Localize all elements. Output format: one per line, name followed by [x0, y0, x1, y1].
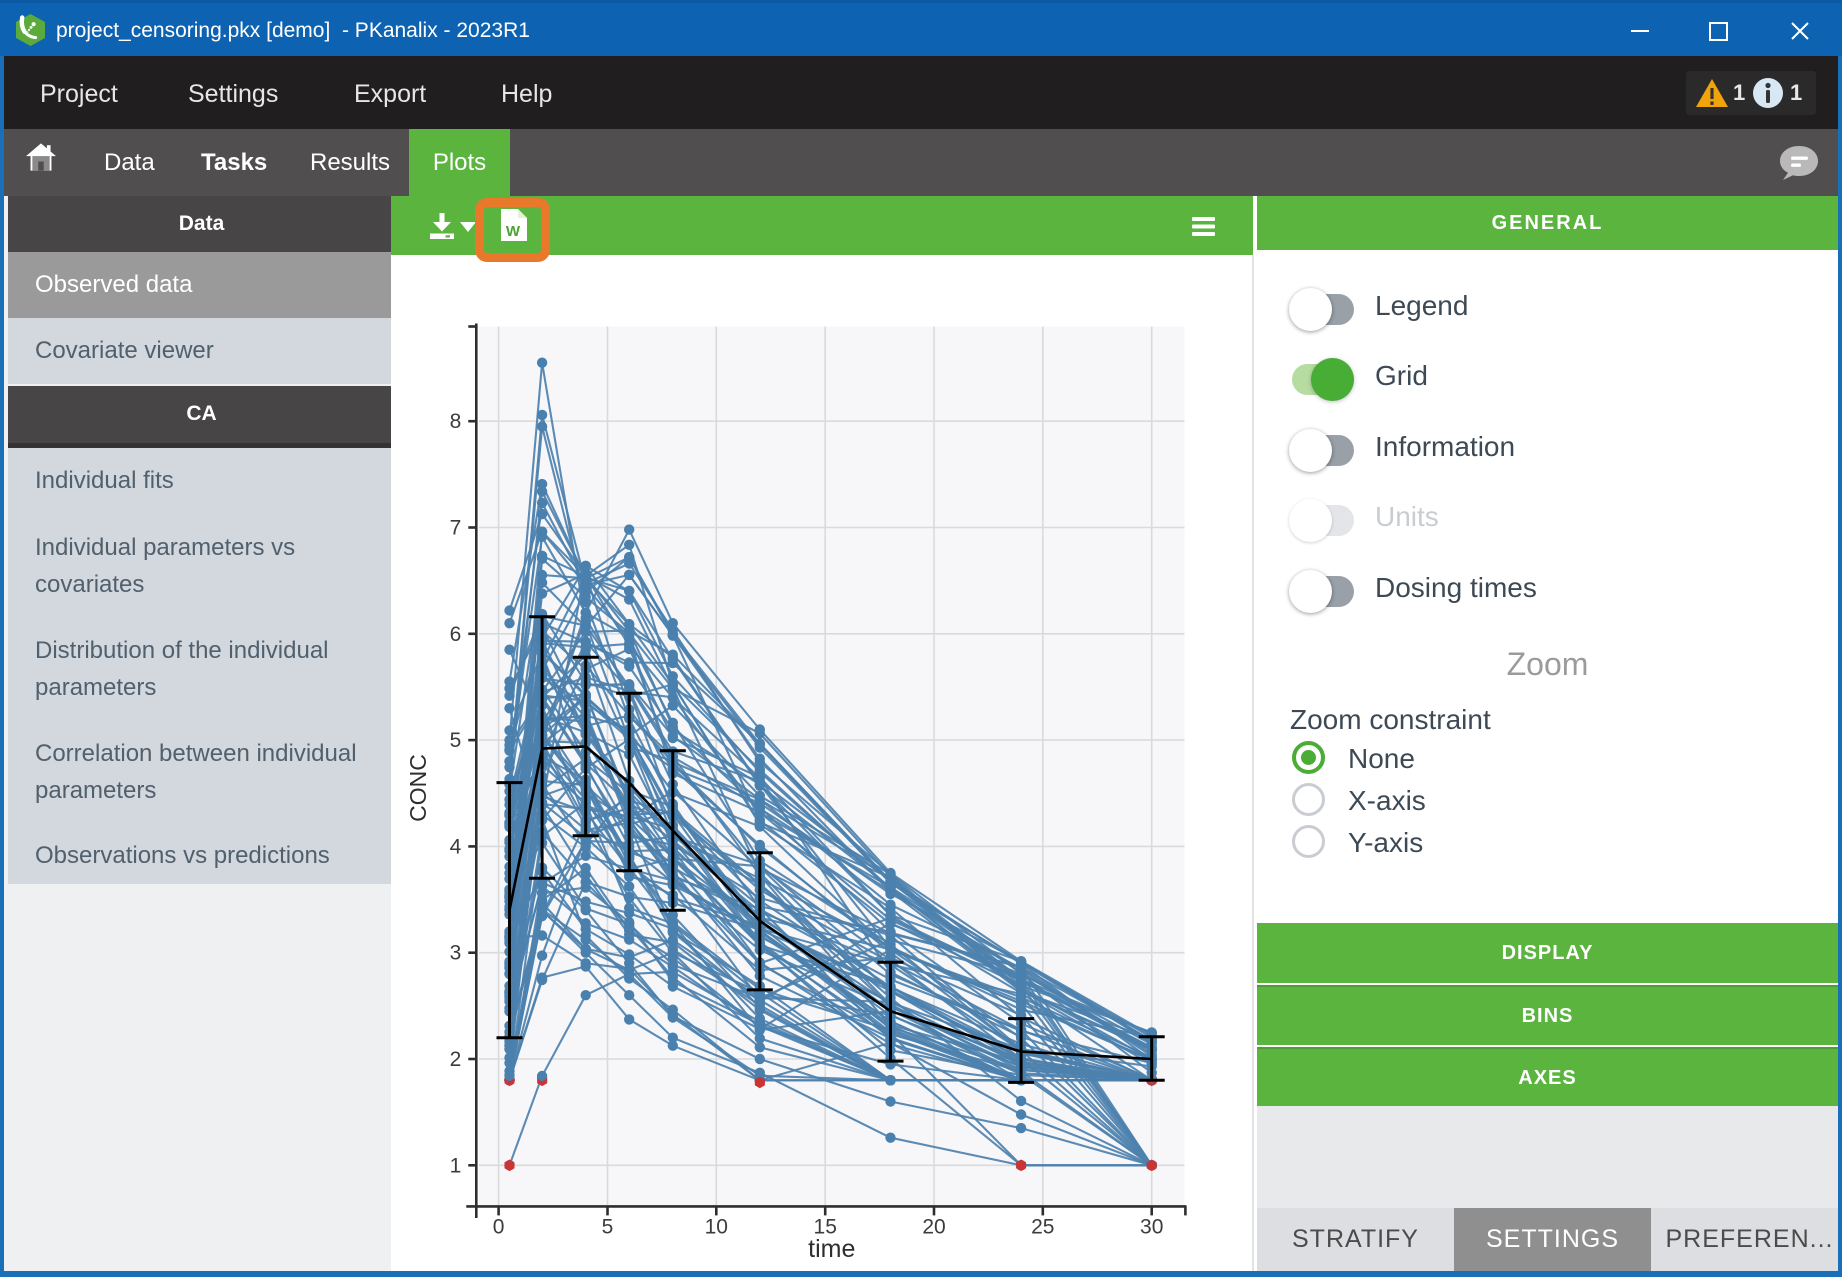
svg-text:25: 25 [1031, 1215, 1054, 1238]
svg-text:8: 8 [450, 410, 462, 433]
svg-text:5: 5 [602, 1215, 614, 1238]
svg-text:W: W [506, 223, 521, 240]
svg-text:3: 3 [450, 942, 462, 965]
svg-text:2: 2 [450, 1048, 462, 1071]
svg-text:30: 30 [1140, 1215, 1163, 1238]
svg-text:CONC: CONC [405, 754, 431, 822]
svg-text:15: 15 [814, 1215, 837, 1238]
svg-text:5: 5 [450, 729, 462, 752]
svg-text:7: 7 [450, 517, 462, 540]
svg-text:6: 6 [450, 623, 462, 646]
svg-text:1: 1 [450, 1154, 462, 1177]
svg-text:time: time [808, 1235, 855, 1263]
svg-text:10: 10 [705, 1215, 728, 1238]
svg-text:4: 4 [450, 835, 462, 858]
svg-text:20: 20 [922, 1215, 945, 1238]
svg-text:0: 0 [493, 1215, 505, 1238]
